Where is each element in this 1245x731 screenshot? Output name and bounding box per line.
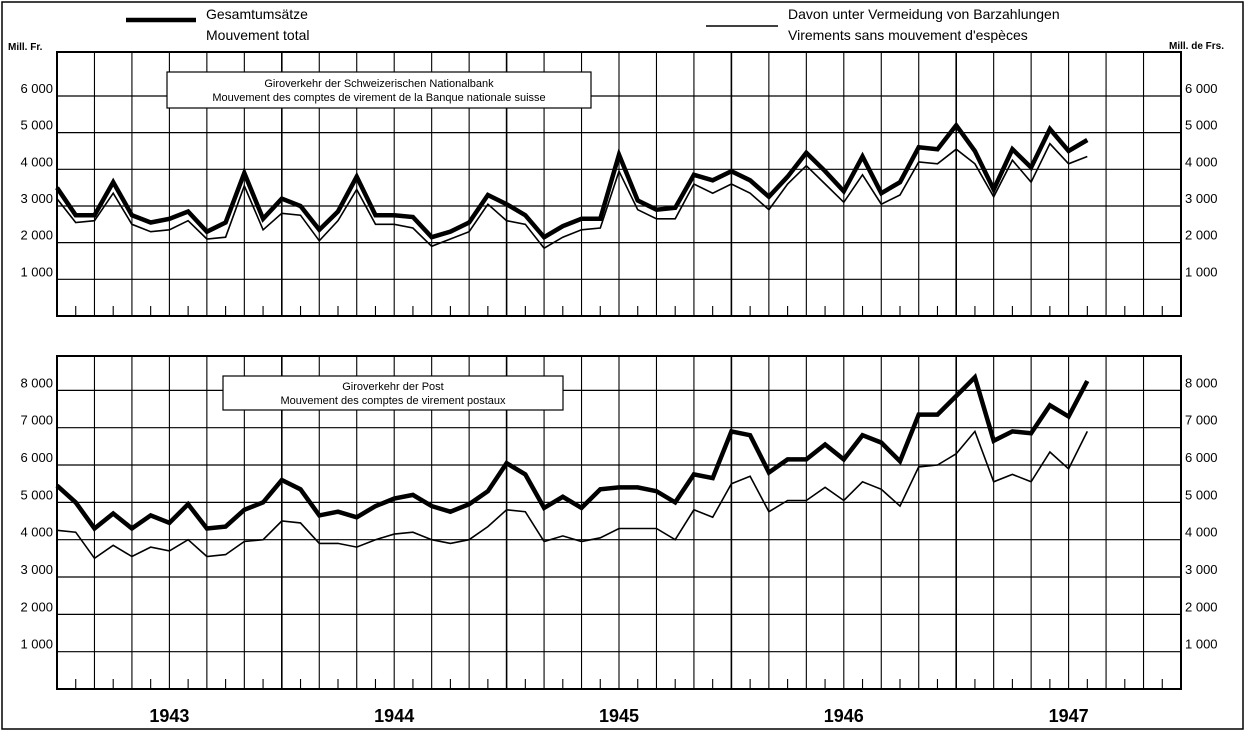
post-grid [56, 355, 1182, 690]
y-tick-label-right: 3 000 [1185, 562, 1218, 577]
post-series [55, 373, 1090, 560]
y-tick-label-right: 3 000 [1185, 191, 1218, 206]
y-tick-label-left: 4 000 [20, 525, 53, 540]
y-tick-label-right: 2 000 [1185, 599, 1218, 614]
y-tick-label-left: 3 000 [20, 562, 53, 577]
y-tick-label-right: 4 000 [1185, 154, 1218, 169]
post-panel: 1 000 1 000 2 000 2 000 3 000 3 000 4 000 4 000… [20, 355, 1218, 726]
year-label: 1946 [824, 706, 864, 726]
nationalbank-series [55, 121, 1089, 250]
year-label: 1947 [1049, 706, 1089, 726]
series-line-total [55, 121, 1089, 241]
legend-cashless-label-fr: Virements sans mouvement d'espèces [788, 27, 1028, 43]
y-tick-label-left: 4 000 [20, 154, 53, 169]
y-tick-label-left: 5 000 [20, 487, 53, 502]
y-tick-label-right: 1 000 [1185, 637, 1218, 652]
y-tick-label-left: 1 000 [20, 264, 53, 279]
post-subtitle: Mouvement des comptes de virement postau… [280, 395, 506, 407]
series-line-cashless [56, 429, 1089, 560]
y-tick-label-right: 2 000 [1185, 228, 1218, 243]
post-title: Giroverkehr der Post [342, 381, 443, 393]
y-tick-label-left: 8 000 [20, 375, 53, 390]
legend-total-label-fr: Mouvement total [206, 27, 310, 43]
y-tick-label-left: 7 000 [20, 413, 53, 428]
y-tick-label-left: 1 000 [20, 637, 53, 652]
nationalbank-title-box [166, 71, 592, 109]
nationalbank-title: Giroverkehr der Schweizerischen National… [264, 78, 494, 90]
y-tick-label-right: 4 000 [1185, 525, 1218, 540]
year-label: 1944 [374, 706, 414, 726]
y-tick-label-right: 7 000 [1185, 413, 1218, 428]
year-label: 1943 [149, 706, 189, 726]
nationalbank-y-ticks: 1 000 1 000 2 000 2 000 3 000 3 000 4 000 4 000… [20, 81, 1217, 279]
legend-cashless-label-de: Davon unter Vermeidung von Barzahlungen [788, 6, 1060, 22]
y-tick-label-left: 2 000 [20, 228, 53, 243]
y-tick-label-left: 3 000 [20, 191, 53, 206]
legend-total-label-de: Gesamtumsätze [206, 6, 308, 22]
y-tick-label-right: 5 000 [1185, 487, 1218, 502]
y-tick-label-right: 1 000 [1185, 264, 1218, 279]
y-tick-label-left: 2 000 [20, 599, 53, 614]
y-tick-label-right: 6 000 [1185, 81, 1218, 96]
nationalbank-subtitle: Mouvement des comptes de virement de la … [212, 92, 545, 104]
series-line-total [55, 373, 1090, 532]
year-label: 1945 [599, 706, 639, 726]
y-tick-label-right: 5 000 [1185, 118, 1218, 133]
year-labels: 1943 1944 1945 1946 1947 [149, 706, 1088, 726]
y-tick-label-left: 6 000 [20, 450, 53, 465]
series-line-cashless [56, 142, 1088, 250]
y-tick-label-right: 8 000 [1185, 375, 1218, 390]
y-tick-label-left: 6 000 [20, 81, 53, 96]
post-y-ticks: 1 000 1 000 2 000 2 000 3 000 3 000 4 000 4 000… [20, 375, 1217, 651]
post-title-box [222, 375, 564, 411]
nationalbank-panel: 1 000 1 000 2 000 2 000 3 000 3 000 4 000 4 000… [20, 51, 1218, 317]
y-tick-label-right: 6 000 [1185, 450, 1218, 465]
y-axis-unit-right: Mill. de Frs. [1169, 41, 1224, 52]
y-axis-unit-left: Mill. Fr. [8, 42, 43, 53]
y-tick-label-left: 5 000 [20, 118, 53, 133]
